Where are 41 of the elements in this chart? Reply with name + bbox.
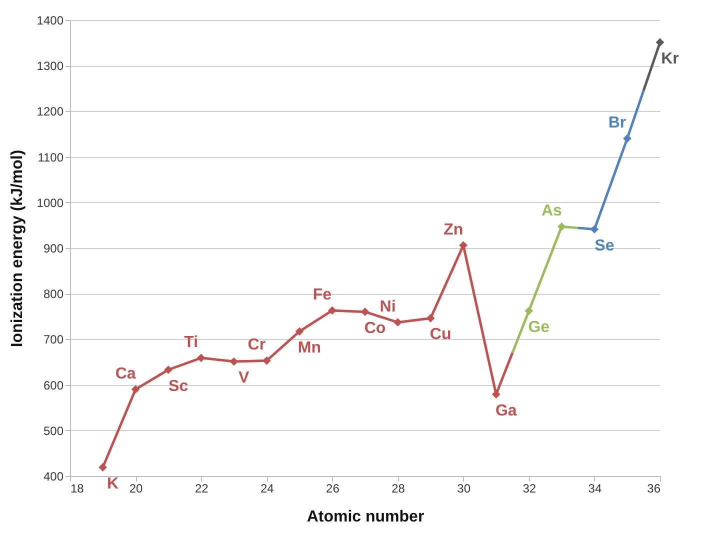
y-tick-label: 1300 [36,59,64,74]
x-tick-label: 34 [588,482,602,496]
y-tick-label: 400 [43,470,64,484]
x-axis-title: Atomic number [306,508,424,526]
annotation: Br [608,114,626,132]
x-tick-label: 26 [326,482,340,496]
annotation: Kr [661,50,679,68]
annotation: Ga [495,402,517,420]
annotation: Fe [312,286,332,304]
y-tick-label: 800 [43,287,64,302]
x-tick-label: 24 [260,482,274,496]
x-tick-label: 20 [129,482,144,496]
y-tick-label: 500 [43,424,64,438]
annotation: Sc [168,378,188,395]
annotation: Se [594,237,614,254]
annotation: Cu [430,326,452,344]
y-axis-title: Ionization energy (kJ/mol) [8,150,26,348]
annotation: Cr [248,336,266,354]
y-tick-label: 1000 [36,196,64,210]
x-tick-label: 36 [647,482,661,496]
annotation: As [541,202,562,220]
y-tick-label: 900 [43,242,64,256]
annotation: Ca [115,365,136,382]
y-tick-label: 1100 [38,150,64,164]
x-tick-label: 18 [70,482,84,496]
annotation: K [106,475,119,492]
x-tick-label: 32 [522,482,536,496]
annotation: Mn [298,339,321,356]
y-tick-label: 700 [43,332,64,347]
annotation: V [238,370,250,387]
annotation: Ni [380,298,396,316]
x-tick-label: 28 [392,482,406,496]
annotation: Zn [444,221,464,238]
y-tick-label: 1200 [36,104,64,119]
annotation: Co [364,320,386,337]
annotation: Ti [184,334,198,351]
annotation: Ge [528,318,550,336]
x-tick-label: 22 [194,482,209,496]
x-tick-label: 30 [457,482,471,496]
y-tick-label: 1400 [36,14,64,28]
y-tick-label: 600 [43,378,64,392]
